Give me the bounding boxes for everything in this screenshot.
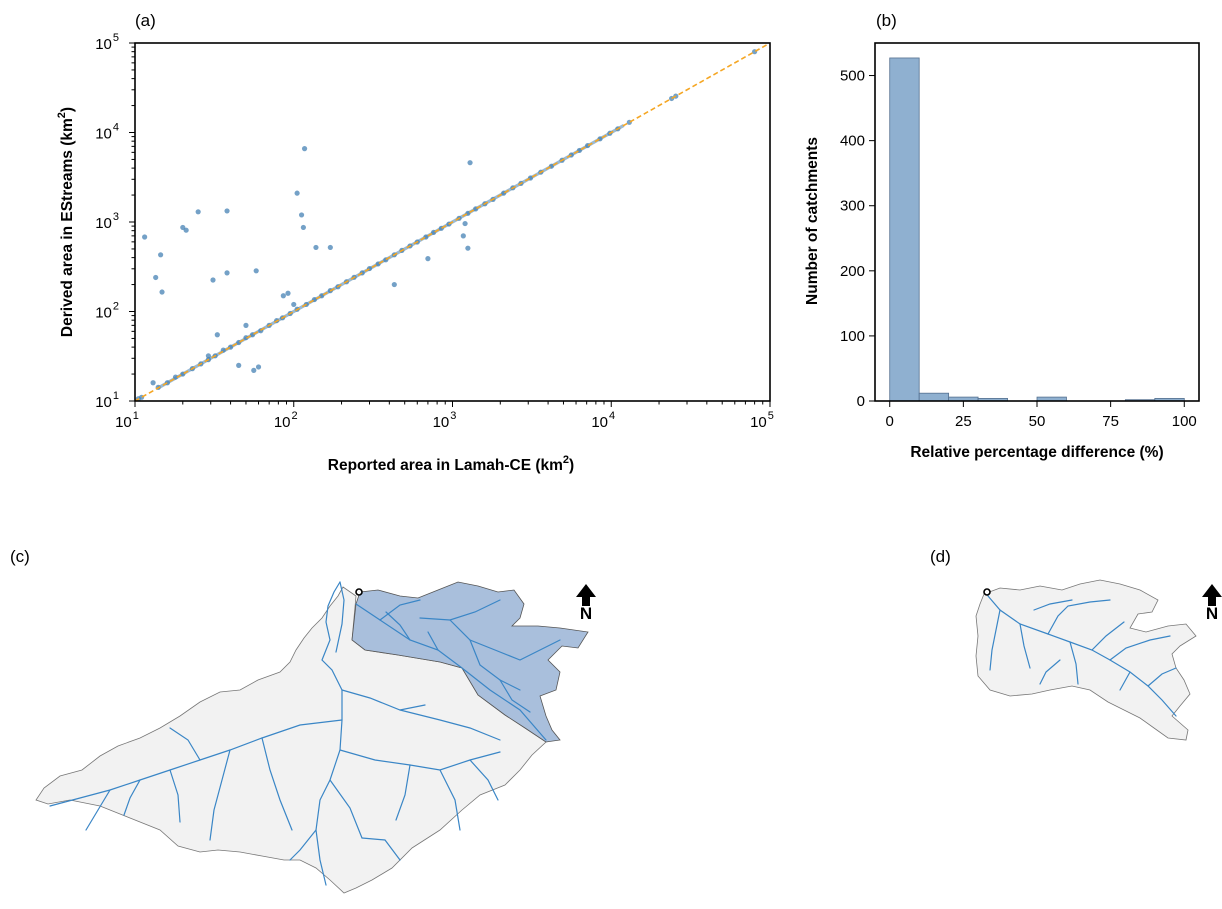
scatter-point: [294, 190, 300, 196]
y-tick-label: 104: [95, 122, 119, 143]
scatter-point: [460, 233, 466, 239]
scatter-point: [298, 212, 305, 218]
catchment-map-d: (d) N: [930, 547, 1222, 741]
scatter-point: [291, 301, 297, 308]
north-label-d: N: [1206, 604, 1218, 623]
scatter-point: [300, 224, 306, 231]
scatter-point: [425, 255, 431, 262]
x-tick-label: 104: [591, 410, 615, 431]
y-tick-label: 100: [840, 328, 865, 345]
scatter-point: [467, 160, 473, 166]
x-tick-label: 105: [750, 410, 774, 431]
scatter-point: [251, 367, 257, 373]
histogram-x-axis-label: Relative percentage difference (%): [910, 444, 1163, 461]
scatter-point: [327, 244, 333, 251]
scatter-panel: (a) 101 102 103 104 105 101 102 103 104 105 Repor…: [56, 11, 774, 474]
scatter-point: [285, 290, 291, 296]
histogram-plot-frame: [874, 42, 1200, 402]
catchment-outline-d: [975, 579, 1197, 741]
scatter-point: [183, 227, 189, 233]
histogram-panel: (b) 0 25 50 75 100 0 100 200 300 400 500 Relative …: [804, 11, 1200, 461]
scatter-point: [195, 209, 201, 215]
y-tick-label: 103: [95, 211, 119, 232]
panel-label-a: (a): [135, 11, 156, 30]
scatter-point: [465, 245, 471, 251]
histogram-bar: [918, 392, 950, 402]
y-tick-label: 300: [840, 198, 865, 215]
scatter-point: [214, 332, 220, 338]
scatter-x-axis-label-exponent: 2: [563, 454, 569, 466]
scatter-point: [224, 208, 230, 214]
x-tick-label: 0: [886, 413, 894, 430]
y-tick-label: 105: [95, 32, 119, 53]
panel-label-b: (b): [876, 11, 897, 30]
river-network-d: [987, 595, 1177, 717]
scatter-point: [153, 274, 159, 281]
y-tick-label: 102: [95, 301, 119, 322]
histogram-bar: [889, 57, 920, 402]
scatter-x-axis-label-text: Reported area in Lamah-CE (km: [328, 457, 563, 474]
x-tick-label: 75: [1102, 413, 1119, 430]
scatter-y-axis-label-exponent: 2: [56, 112, 68, 118]
scatter-point: [301, 146, 308, 152]
catchment-map-c: (c): [10, 547, 596, 894]
scatter-point: [313, 244, 319, 251]
gauge-outlet-marker-c: [355, 588, 363, 596]
x-tick-label: 103: [433, 410, 457, 431]
river-network-c: [49, 581, 561, 886]
scatter-plot-frame: [134, 42, 771, 402]
north-arrow-c: N: [576, 584, 596, 623]
y-tick-label: 500: [840, 68, 865, 85]
scatter-point: [224, 270, 230, 276]
histogram-bars: [889, 57, 1185, 402]
scatter-y-axis-label-text: Derived area in EStreams (km: [59, 118, 76, 337]
scatter-point: [236, 362, 242, 368]
north-label-c: N: [580, 604, 592, 623]
scatter-point: [253, 268, 259, 274]
scatter-ticks: 101 102 103 104 105 101 102 103 104 105: [95, 32, 774, 431]
scatter-point: [255, 364, 262, 370]
y-tick-label: 0: [857, 393, 865, 410]
x-tick-label: 50: [1029, 413, 1046, 430]
x-tick-label: 102: [274, 410, 298, 431]
histogram-y-axis-label: Number of catchments: [804, 137, 821, 305]
scatter-point: [142, 234, 148, 240]
scatter-point: [391, 281, 397, 288]
scatter-point: [159, 289, 165, 295]
gauge-outlet-marker-d: [983, 588, 991, 596]
scatter-x-axis-label: Reported area in Lamah-CE (km2): [328, 454, 574, 474]
x-tick-label: 101: [115, 410, 139, 431]
y-tick-label: 101: [95, 390, 119, 411]
x-tick-label: 100: [1172, 413, 1197, 430]
histogram-ticks: 0 25 50 75 100 0 100 200 300 400 500: [840, 68, 1197, 430]
scatter-point: [462, 220, 468, 227]
y-tick-label: 200: [840, 263, 865, 280]
scatter-y-axis-label: Derived area in EStreams (km2): [56, 107, 76, 337]
y-tick-label: 400: [840, 133, 865, 150]
panel-label-c: (c): [10, 547, 30, 566]
scatter-point: [280, 293, 286, 299]
subcatchment-highlight: [351, 581, 589, 743]
x-tick-label: 25: [955, 413, 972, 430]
scatter-point: [150, 380, 156, 386]
scatter-point: [243, 322, 249, 328]
panel-label-d: (d): [930, 547, 951, 566]
north-arrow-d: N: [1202, 584, 1222, 623]
one-to-one-line: [134, 42, 771, 402]
scatter-point: [210, 277, 216, 283]
scatter-point: [158, 252, 164, 258]
